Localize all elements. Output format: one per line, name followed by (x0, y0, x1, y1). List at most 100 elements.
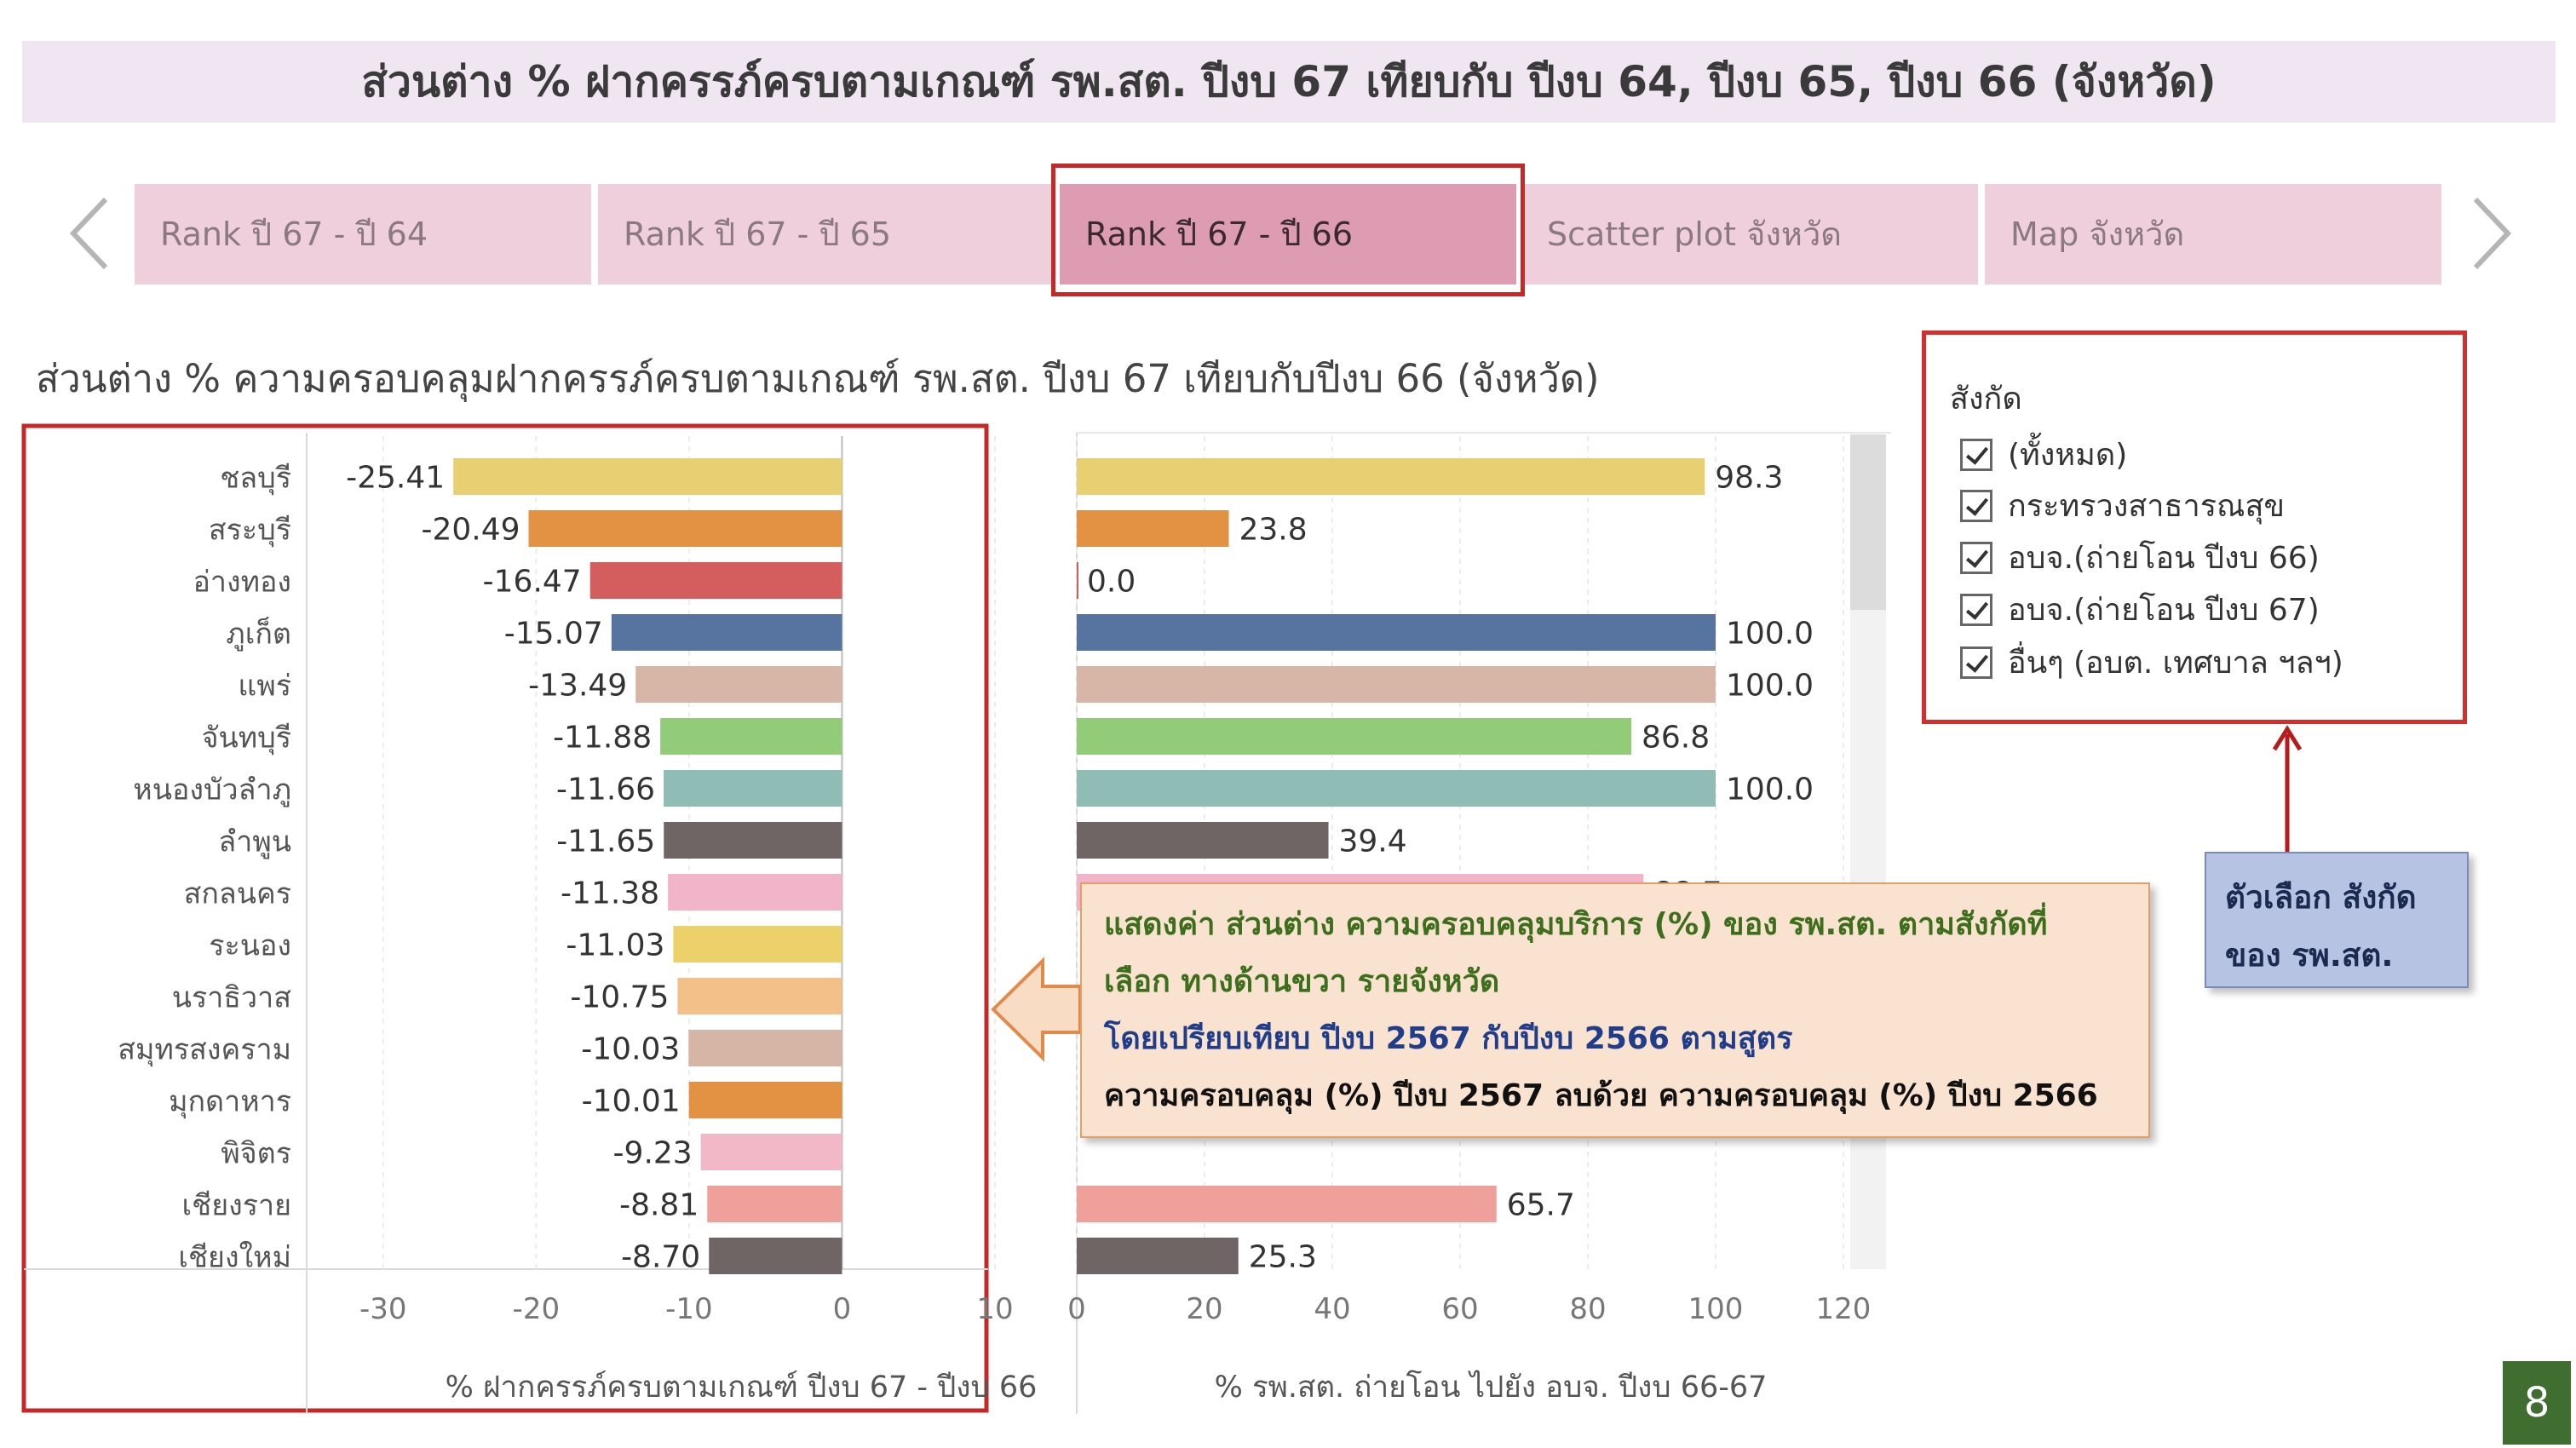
bar (677, 978, 842, 1014)
bar (700, 1134, 842, 1170)
data-label: -10.01 (582, 1084, 681, 1119)
data-label: 100.0 (1726, 773, 1814, 807)
data-label: -11.88 (553, 721, 652, 756)
tab-rank-67-65[interactable]: Rank ปี 67 - ปี 65 (598, 184, 1055, 284)
checkbox-checked-icon[interactable] (1960, 593, 1992, 626)
data-label: 25.3 (1249, 1240, 1317, 1275)
tab-scatter-plot[interactable]: Scatter plot จังหวัด (1521, 184, 1978, 284)
bar (453, 458, 842, 495)
data-label: -13.49 (528, 669, 627, 704)
data-label: -15.07 (504, 617, 603, 652)
chevron-right-icon[interactable] (2460, 191, 2520, 276)
tick-label: 120 (1816, 1292, 1872, 1326)
chart-area: ชลบุรีสระบุรีอ่างทองภูเก็ตแพร่จันทบุรีหน… (21, 423, 1891, 1414)
bar (589, 562, 842, 599)
filter-panel: สังกัด (ทั้งหมด) กระทรวงสาธารณสุข อบจ.(ถ… (1922, 330, 2467, 724)
data-label: 100.0 (1726, 669, 1814, 704)
x-axis-label: % ฝากครรภ์ครบตามเกณฑ์ ปีงบ 67 - ปีงบ 66 (446, 1370, 1038, 1405)
bar (528, 510, 842, 547)
bar (660, 718, 842, 755)
bar (1077, 614, 1716, 651)
data-label: 86.8 (1642, 721, 1710, 756)
filter-option-moph[interactable]: กระทรวงสาธารณสุข (1960, 481, 2285, 524)
category-label: ระนอง (209, 929, 291, 963)
category-label: เชียงราย (182, 1189, 292, 1223)
bar (664, 770, 842, 807)
tick-label: 0 (1067, 1292, 1086, 1326)
data-label: -20.49 (421, 513, 520, 548)
bar (1077, 562, 1078, 599)
checkbox-checked-icon[interactable] (1960, 646, 1992, 679)
tick-label: -10 (665, 1292, 713, 1326)
category-label: สมุทรสงคราม (118, 1033, 291, 1067)
tick-label: 0 (833, 1292, 852, 1326)
category-label: หนองบัวลำภู (133, 773, 291, 807)
bar (1077, 770, 1716, 807)
tick-label: 80 (1569, 1292, 1606, 1326)
checkbox-checked-icon[interactable] (1960, 541, 1992, 574)
x-axis-label: % รพ.สต. ถ่ายโอน ไปยัง อบจ. ปีงบ 66-67 (1215, 1370, 1768, 1405)
tick-label: 40 (1314, 1292, 1350, 1326)
bar (668, 874, 842, 911)
category-label: แพร่ (238, 669, 291, 704)
tick-label: -30 (359, 1292, 407, 1326)
data-label: -16.47 (483, 565, 582, 600)
data-label: 65.7 (1507, 1188, 1575, 1223)
tick-label: 20 (1186, 1292, 1222, 1326)
data-label: -11.38 (561, 876, 659, 911)
category-label: ชลบุรี (220, 462, 291, 496)
filter-option-pao-67[interactable]: อบจ.(ถ่ายโอน ปีงบ 67) (1960, 585, 2320, 628)
tab-rank-67-66[interactable]: Rank ปี 67 - ปี 66 (1060, 184, 1516, 284)
category-label: นราธิวาส (172, 981, 292, 1015)
bar (1077, 458, 1705, 495)
tick-label: -20 (513, 1292, 561, 1326)
data-label: 100.0 (1726, 617, 1814, 652)
data-label: -11.03 (566, 928, 664, 963)
data-label: -10.75 (570, 980, 669, 1015)
bar (707, 1186, 842, 1222)
note-line-2: เลือก ทางด้านขวา รายจังหวัด (1104, 964, 1500, 999)
bar (1077, 718, 1631, 755)
scrollbar-thumb (1850, 434, 1886, 610)
data-label: 98.3 (1715, 461, 1783, 496)
bar (1077, 1186, 1497, 1222)
category-label: เชียงใหม่ (178, 1241, 291, 1275)
filter-option-pao-66[interactable]: อบจ.(ถ่ายโอน ปีงบ 66) (1960, 533, 2320, 576)
category-label: ลำพูน (218, 825, 291, 859)
data-label: -25.41 (346, 461, 445, 496)
arrow-left-icon (991, 957, 1082, 1062)
bar (664, 822, 842, 859)
data-label: -9.23 (613, 1136, 693, 1171)
category-label: มุกดาหาร (169, 1085, 291, 1119)
checkbox-checked-icon[interactable] (1960, 489, 1992, 522)
note-line-3: โดยเปรียบเทียบ ปีงบ 2567 กับปีงบ 2566 ตา… (1104, 1021, 1793, 1056)
data-label: -11.65 (556, 825, 655, 859)
category-label: พิจิตร (221, 1137, 291, 1171)
bar (1077, 1238, 1239, 1274)
tick-label: 10 (976, 1292, 1013, 1326)
bar (1077, 510, 1229, 547)
data-label: -8.70 (621, 1240, 700, 1275)
arrow-up-icon (2272, 725, 2303, 852)
chevron-left-icon[interactable] (61, 191, 121, 276)
bar (688, 1082, 842, 1118)
tab-rank-67-64[interactable]: Rank ปี 67 - ปี 64 (135, 184, 591, 284)
filter-option-other[interactable]: อื่นๆ (อบต. เทศบาล ฯลฯ) (1960, 638, 2343, 681)
data-label: 0.0 (1087, 565, 1136, 600)
filter-option-all[interactable]: (ทั้งหมด) (1960, 430, 2127, 473)
tick-label: 100 (1688, 1292, 1744, 1326)
active-tab-highlight (1051, 164, 1525, 296)
bar (673, 926, 842, 962)
data-label: -10.03 (581, 1032, 680, 1067)
category-label: จันทบุรี (202, 721, 291, 756)
tab-map[interactable]: Map จังหวัด (1985, 184, 2441, 284)
checkbox-checked-icon[interactable] (1960, 438, 1992, 471)
bar (1077, 666, 1716, 703)
title-banner: ส่วนต่าง % ฝากครรภ์ครบตามเกณฑ์ รพ.สต. ปี… (22, 41, 2556, 123)
chart-highlight-frame (21, 423, 989, 1413)
tick-label: 60 (1441, 1292, 1478, 1326)
chart-title: ส่วนต่าง % ความครอบคลุมฝากครรภ์ครบตามเกณ… (36, 356, 1600, 401)
category-label: สระบุรี (209, 514, 291, 548)
category-label: อ่างทอง (193, 566, 291, 600)
bar (709, 1238, 842, 1274)
